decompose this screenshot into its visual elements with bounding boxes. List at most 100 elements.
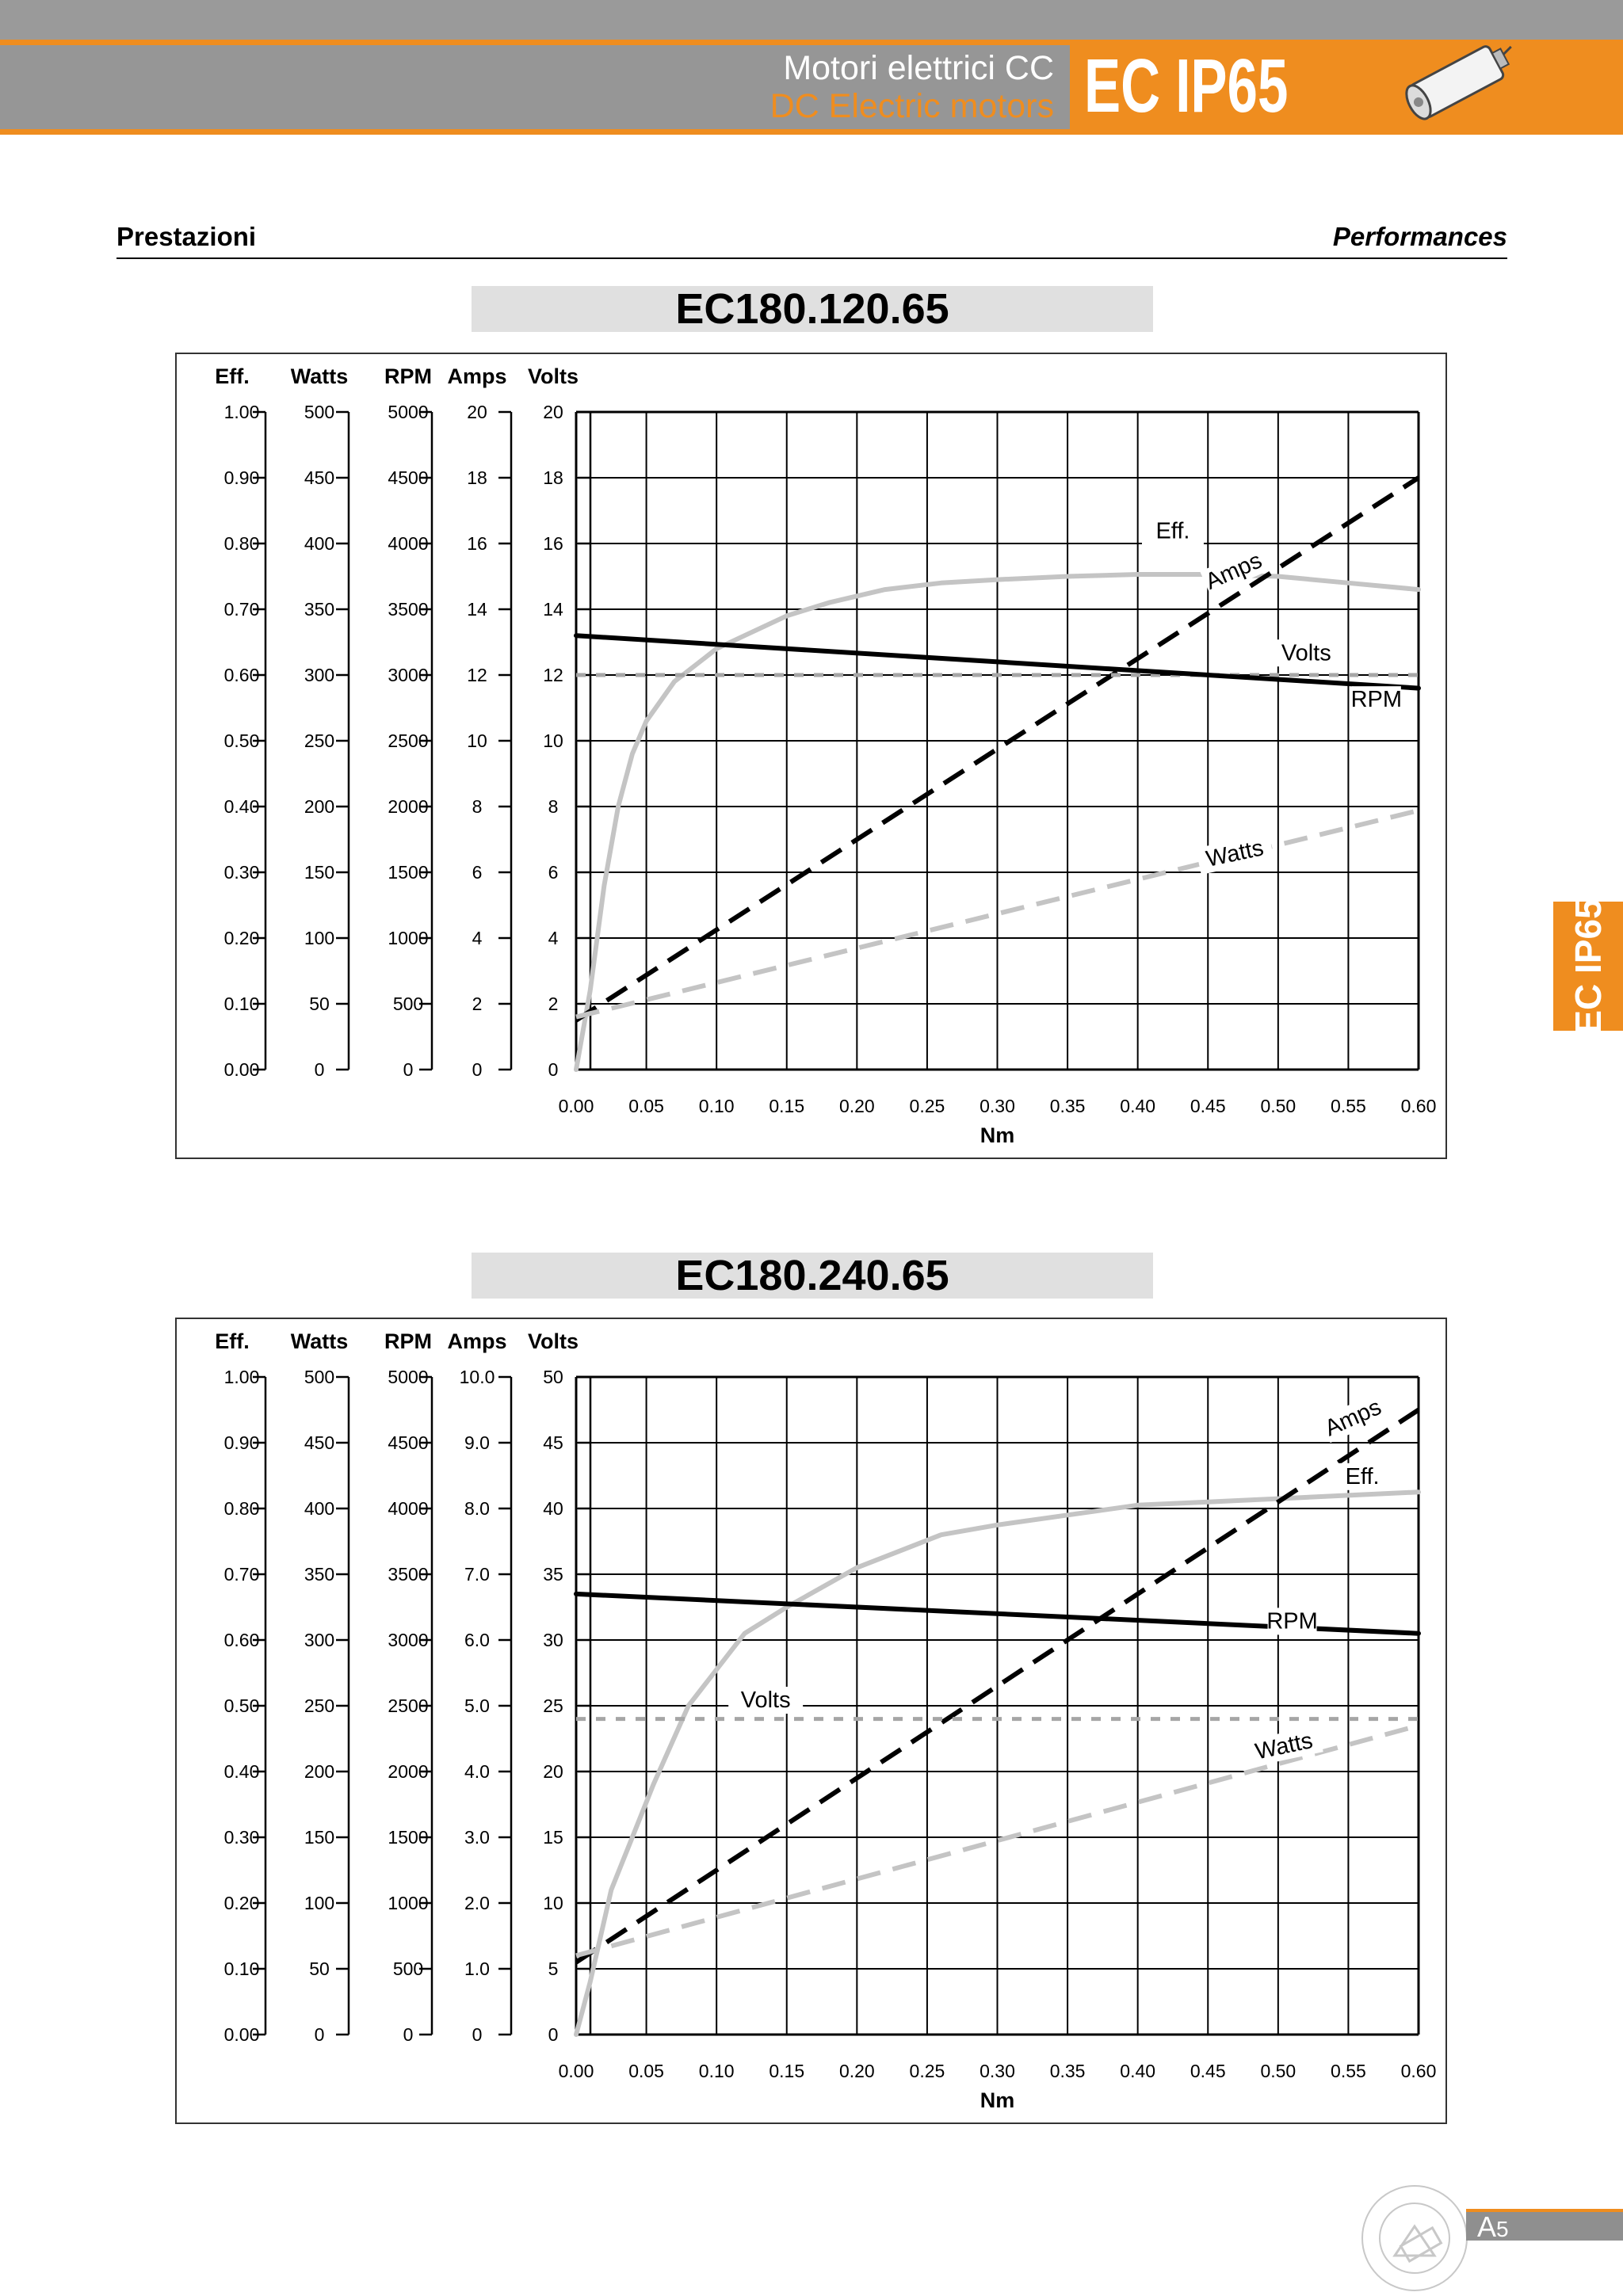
axis-tick-label: 8.0	[464, 1498, 490, 1519]
axis-tick-label: 4500	[388, 1432, 428, 1453]
axis-tick-label: 3.0	[464, 1827, 490, 1848]
x-tick-label: 0.20	[839, 1096, 875, 1116]
axis-tick-label: 12	[543, 665, 563, 685]
x-tick-label: 0.25	[910, 1096, 945, 1116]
axis-title: RPM	[384, 364, 432, 388]
chart2-x-axis: 0.00 0.05 0.10 0.15 0.20 0.25 0.30 0.35 0.40 0.45…	[559, 2061, 1437, 2112]
axis-tick-label: 4	[548, 928, 559, 948]
axis-title: Volts	[528, 364, 579, 388]
axis-tick-label: 12	[467, 665, 487, 685]
axis-tick-label: 6	[472, 862, 483, 883]
chart2-series-eff-line	[574, 1489, 1421, 2037]
x-tick-label: 0.00	[559, 1096, 594, 1116]
label-background	[1269, 639, 1344, 667]
axis-tick-label: 350	[304, 599, 334, 620]
section-title-english: Performances	[1332, 222, 1507, 251]
chart1-series-amps-line	[575, 475, 1420, 1023]
x-tick-label: 0.35	[1050, 1096, 1086, 1116]
chart2-axis-amps: 0 1.0 2.0 3.0 4.0 5.0 6.0 7.0 8.0 9.0 10.0 Amps	[447, 1329, 513, 2045]
axis-tick-label: 0	[472, 2024, 483, 2045]
axis-tick-label: 20	[543, 402, 563, 422]
axis-tick-label: 2500	[388, 1695, 428, 1716]
x-tick-label: 0.60	[1401, 2061, 1437, 2081]
axis-tick-label: 500	[304, 402, 334, 422]
chart1-grid	[575, 410, 1420, 1071]
axis-title: Watts	[291, 1329, 349, 1353]
axis-tick-label: 400	[304, 1498, 334, 1519]
axis-tick-label: 0	[403, 1059, 414, 1080]
axis-tick-label: 6	[548, 862, 559, 883]
chart1-series-label-volts: Volts	[1269, 639, 1344, 667]
axis-tick-label: 16	[467, 533, 487, 554]
x-tick-label: 0.45	[1190, 2061, 1226, 2081]
x-tick-label: 0.05	[628, 2061, 664, 2081]
section-side-tab: EC IP65	[1553, 898, 1623, 1035]
axis-tick-label: 18	[467, 467, 487, 488]
axis-title: Volts	[528, 1329, 579, 1353]
chart2-axis-eff: 0.00 0.10 0.20 0.30 0.40 0.50 0.60 0.70 0.80 0.90…	[215, 1329, 267, 2045]
axis-tick-label: 200	[304, 1761, 334, 1782]
axis-tick-label: 150	[304, 1827, 334, 1848]
axis-tick-label: 500	[304, 1367, 334, 1387]
axis-tick-label: 0.40	[224, 796, 260, 817]
chart1-axis-volts: 0 2 4 6 8 10 12 14 16 18 20 Volts	[528, 364, 592, 1080]
axis-tick-label: 1500	[388, 862, 428, 883]
x-tick-label: 0.40	[1120, 2061, 1155, 2081]
x-tick-label: 0.15	[769, 2061, 804, 2081]
chart1-series-label-eff: Eff.	[1141, 517, 1204, 545]
series-label: Eff.	[1346, 1464, 1380, 1489]
x-tick-label: 0.35	[1050, 2061, 1086, 2081]
axis-tick-label: 1.00	[224, 402, 260, 422]
chart-2: 0.00 0.10 0.20 0.30 0.40 0.50 0.60 0.70 0.80 0.90…	[175, 1318, 1447, 2124]
axis-tick-label: 0.20	[224, 928, 260, 948]
header-top-bar	[0, 0, 1623, 40]
chart2-series-amps-line	[575, 1407, 1420, 1965]
page-number: A5	[1477, 2210, 1509, 2243]
axis-tick-label: 300	[304, 665, 334, 685]
axis-tick-label: 50	[309, 994, 330, 1014]
chart1-axis-eff: 0.00 0.10 0.20 0.30 0.40 0.50 0.60 0.70 0.80 0.90…	[215, 364, 267, 1080]
chart2-axis-watts: 0 50 100 150 200 250 300 350 400 450 500 Watts	[291, 1329, 350, 2045]
axis-tick-label: 0.80	[224, 533, 260, 554]
axis-tick-label: 3500	[388, 1564, 428, 1585]
axis-tick-label: 0.20	[224, 1893, 260, 1913]
axis-tick-label: 10	[467, 730, 487, 751]
axis-tick-label: 10	[543, 730, 563, 751]
axis-tick-label: 450	[304, 467, 334, 488]
axis-tick-label: 300	[304, 1630, 334, 1650]
axis-tick-label: 0.50	[224, 730, 260, 751]
x-tick-label: 0.25	[910, 2061, 945, 2081]
chart-1-title: EC180.120.65	[472, 286, 1153, 332]
label-background	[728, 1687, 804, 1714]
axis-tick-label: 0.30	[224, 862, 260, 883]
x-tick-label: 0.20	[839, 2061, 875, 2081]
axis-tick-label: 50	[543, 1367, 563, 1387]
series-label: RPM	[1351, 687, 1402, 712]
chart1-axis-rpm: 0 500 1000 1500 2000 2500 3000 3500 4000 4500 5000…	[384, 364, 433, 1080]
axis-tick-label: 3000	[388, 1630, 428, 1650]
axis-title: RPM	[384, 1329, 432, 1353]
axis-tick-label: 0.40	[224, 1761, 260, 1782]
axis-tick-label: 150	[304, 862, 334, 883]
axis-tick-label: 2000	[388, 1761, 428, 1782]
x-tick-label: 0.50	[1260, 1096, 1296, 1116]
axis-tick-label: 2.0	[464, 1893, 490, 1913]
axis-tick-label: 0.70	[224, 599, 260, 620]
series-label: Volts	[741, 1688, 791, 1713]
x-tick-label: 0.30	[980, 2061, 1015, 2081]
axis-tick-label: 40	[543, 1498, 563, 1519]
axis-tick-label: 200	[304, 796, 334, 817]
axis-tick-label: 6.0	[464, 1630, 490, 1650]
axis-tick-label: 500	[393, 1958, 423, 1979]
axis-tick-label: 0	[315, 1059, 325, 1080]
x-tick-label: 0.45	[1190, 1096, 1226, 1116]
axis-tick-label: 0.00	[224, 1059, 260, 1080]
axis-tick-label: 100	[304, 1893, 334, 1913]
chart2-series-label-volts: Volts	[728, 1687, 804, 1714]
x-tick-label: 0.55	[1331, 1096, 1366, 1116]
x-tick-label: 0.30	[980, 1096, 1015, 1116]
axis-tick-label: 250	[304, 1695, 334, 1716]
axis-tick-label: 4500	[388, 467, 428, 488]
header-title-italian: Motori elettrici CC	[783, 49, 1054, 87]
axis-tick-label: 0.60	[224, 1630, 260, 1650]
